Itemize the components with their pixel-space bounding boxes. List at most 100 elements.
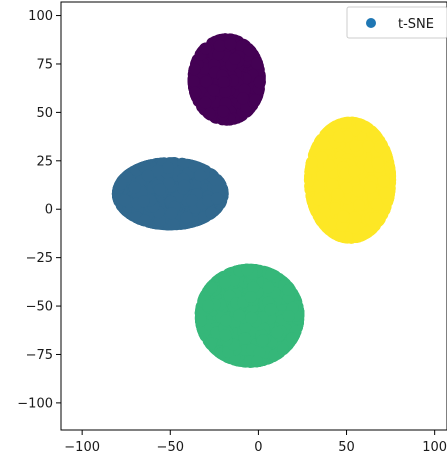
data-point	[374, 141, 387, 154]
data-point	[188, 160, 201, 173]
y-tick-label: 0	[45, 203, 53, 218]
y-tick-label: −50	[26, 300, 53, 315]
cluster-1	[111, 157, 229, 231]
data-point	[331, 188, 344, 201]
data-point	[312, 193, 325, 206]
data-point	[256, 334, 269, 347]
data-point	[264, 303, 277, 316]
data-point	[243, 44, 256, 57]
data-point	[348, 211, 361, 224]
cluster-0	[187, 33, 266, 126]
data-point	[200, 75, 213, 88]
legend-box	[346, 6, 447, 39]
data-point	[233, 309, 246, 322]
data-point	[335, 219, 348, 232]
y-tick-label: 100	[28, 9, 53, 24]
plot-frame	[60, 1, 447, 431]
data-point	[355, 118, 368, 131]
data-point	[239, 320, 252, 333]
data-point	[219, 86, 232, 98]
data-point	[245, 311, 258, 324]
x-tick-label: 100	[422, 440, 447, 455]
legend: t-SNE	[346, 6, 447, 39]
data-point	[282, 283, 295, 296]
data-point	[118, 194, 131, 207]
cluster-2	[303, 116, 397, 244]
data-point	[316, 169, 329, 182]
data-point	[210, 192, 223, 205]
data-point	[203, 107, 216, 120]
data-point	[213, 39, 226, 52]
data-point	[128, 181, 141, 194]
data-point	[199, 42, 212, 55]
data-point	[224, 38, 237, 51]
data-point	[249, 94, 262, 106]
x-tick-label: −50	[157, 440, 184, 455]
x-tick-label: 0	[254, 440, 262, 455]
data-point	[377, 175, 390, 188]
data-point	[247, 281, 260, 294]
data-point	[241, 263, 254, 276]
data-point	[306, 156, 318, 169]
data-point	[371, 157, 384, 170]
data-point	[282, 310, 295, 322]
data-point	[271, 326, 284, 339]
y-tick-label: 50	[36, 106, 53, 121]
data-point	[364, 181, 377, 194]
data-point	[253, 76, 266, 89]
data-point	[161, 161, 174, 174]
data-point	[329, 202, 341, 215]
data-point	[205, 206, 218, 219]
legend-marker	[366, 18, 376, 28]
data-point	[188, 63, 201, 76]
y-tick-label: 75	[36, 57, 53, 72]
data-point	[332, 130, 345, 143]
data-point	[185, 194, 198, 207]
scatter-points	[111, 33, 397, 368]
legend-label: t-SNE	[398, 17, 434, 32]
data-point	[369, 211, 382, 224]
data-point	[141, 169, 154, 182]
data-point	[202, 299, 215, 312]
data-point	[323, 159, 336, 172]
data-point	[352, 184, 364, 197]
data-point	[194, 169, 207, 182]
data-point	[315, 151, 328, 164]
data-point	[348, 165, 361, 178]
data-point	[204, 337, 217, 350]
cluster-3	[194, 263, 305, 368]
x-tick-label: −100	[64, 440, 100, 455]
data-point	[219, 314, 232, 327]
data-point	[379, 187, 392, 199]
data-point	[167, 218, 180, 231]
data-point	[151, 164, 164, 177]
data-point	[153, 183, 166, 196]
x-tick-label: 50	[338, 440, 355, 455]
data-point	[217, 105, 230, 118]
y-tick-label: −25	[26, 251, 53, 266]
data-point	[370, 198, 383, 211]
data-point	[205, 281, 218, 294]
data-point	[337, 210, 350, 223]
data-point	[361, 226, 374, 238]
x-axis: −100 −50 0 50 100	[64, 430, 447, 455]
data-point	[339, 117, 352, 129]
y-axis: −100 −75 −50 −25 0 25 50 75 100	[17, 9, 61, 411]
data-point	[137, 195, 150, 208]
data-point	[165, 207, 178, 220]
data-point	[209, 174, 222, 186]
data-point	[195, 314, 207, 327]
y-tick-label: −100	[17, 396, 53, 411]
data-point	[312, 180, 325, 193]
data-point	[219, 329, 232, 342]
data-point	[189, 86, 202, 99]
data-point	[268, 349, 281, 362]
data-point	[349, 139, 362, 152]
data-point	[251, 57, 264, 70]
data-point	[314, 212, 327, 225]
data-point	[333, 229, 346, 242]
data-point	[207, 84, 220, 97]
data-point	[265, 268, 278, 281]
data-point	[286, 332, 299, 345]
